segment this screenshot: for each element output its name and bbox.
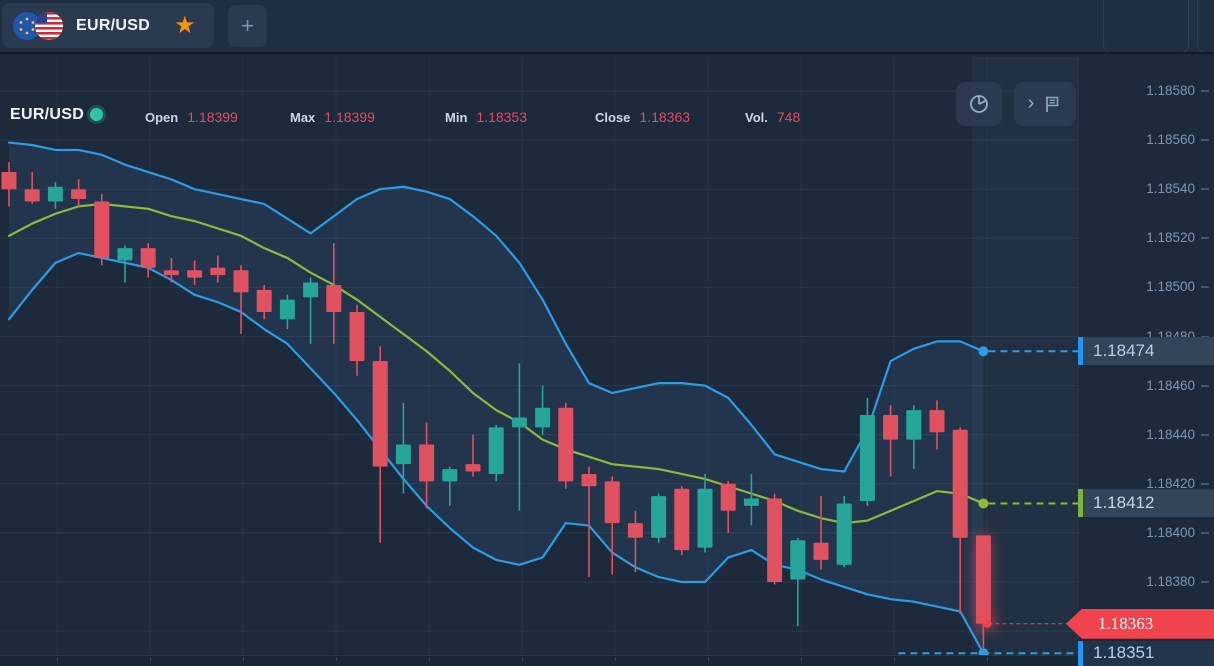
axis-tick: 1.18420: [1146, 475, 1195, 491]
axis-tick-dash: [1201, 384, 1209, 387]
axis-tick: 1.18520: [1146, 230, 1195, 246]
eu-flag-icon: [13, 11, 41, 40]
axis-tick-dash: [1201, 433, 1209, 436]
marker-bar: [1078, 640, 1083, 666]
currency-flags-icon: [12, 11, 66, 41]
stat-volume-label: Vol.: [745, 110, 768, 125]
us-flag-icon: [35, 11, 63, 40]
axis-tick-dash: [1201, 188, 1209, 191]
pair-tab-label: EUR/USD: [76, 16, 151, 34]
marker-band-low-value: 1.18351: [1093, 643, 1155, 663]
stat-max-value: 1.18399: [324, 109, 375, 125]
axis-tick-dash: [1201, 139, 1209, 142]
news-flag-icon: [1046, 96, 1059, 112]
time-tick: [150, 657, 151, 661]
axis-tick: 1.18400: [1146, 524, 1195, 540]
marker-bar: [1078, 489, 1083, 518]
chart-header: EUR/USD Open 1.18399 Max 1.18399 Min 1.1835…: [0, 100, 1078, 132]
axis-tick-dash: [1201, 90, 1209, 92]
pair-tab-eurusd[interactable]: EUR/USD ★: [2, 3, 214, 48]
time-tick: [57, 657, 58, 661]
marker-last-price: 1.18363: [1066, 608, 1214, 639]
stat-close: Close 1.18363: [595, 109, 690, 127]
axis-tick: 1.18380: [1146, 574, 1195, 589]
news-panel-button[interactable]: ›: [1014, 82, 1076, 126]
time-tick: [336, 657, 337, 661]
stat-max: Max 1.18399: [290, 109, 375, 127]
stat-min-value: 1.18353: [476, 109, 527, 125]
axis-tick: 1.18580: [1146, 83, 1195, 98]
stat-close-label: Close: [595, 110, 631, 125]
indicators-button[interactable]: [956, 82, 1002, 126]
marker-sma: 1.18412: [1078, 489, 1214, 518]
time-tick: [429, 657, 430, 661]
marker-bar: [1078, 337, 1083, 366]
time-tick: [522, 657, 523, 661]
live-status-dot: [90, 108, 103, 121]
axis-tick-dash: [1201, 531, 1209, 534]
stat-close-value: 1.18363: [639, 109, 691, 125]
marker-band-high-value: 1.18474: [1093, 341, 1155, 361]
stat-min: Min 1.18353: [445, 109, 527, 127]
time-tick: [801, 657, 802, 661]
toolbar-button-partial[interactable]: [1197, 0, 1214, 54]
marker-sma-value: 1.18412: [1093, 493, 1155, 513]
stat-open-value: 1.18399: [187, 109, 238, 125]
axis-tick: 1.18540: [1146, 181, 1195, 197]
axis-tick-dash: [1201, 286, 1209, 289]
stat-max-label: Max: [290, 110, 316, 125]
add-pair-button[interactable]: +: [228, 5, 267, 47]
toolbar-button-partial[interactable]: [1103, 0, 1189, 54]
time-axis[interactable]: [0, 655, 1214, 666]
time-tick: [615, 657, 616, 661]
time-tick: [243, 657, 244, 661]
stat-volume: Vol. 748: [745, 109, 800, 127]
axis-tick-dash: [1201, 335, 1209, 338]
axis-tick-dash: [1201, 482, 1209, 485]
axis-tick: 1.18440: [1146, 426, 1195, 442]
stat-open-label: Open: [145, 110, 179, 125]
top-bar: EUR/USD ★ +: [0, 0, 1214, 54]
time-tick: [708, 657, 709, 661]
favorite-star-icon[interactable]: ★: [174, 11, 196, 39]
pie-chart-icon: [970, 95, 988, 113]
plus-icon: +: [241, 13, 254, 38]
chevron-right-icon: ›: [1027, 92, 1035, 114]
stat-open: Open 1.18399: [145, 109, 238, 127]
marker-last-price-value: 1.18363: [1098, 613, 1154, 633]
stat-volume-value: 748: [776, 109, 801, 125]
marker-band-high: 1.18474: [1078, 337, 1214, 366]
axis-tick: 1.18460: [1146, 377, 1195, 393]
time-tick: [987, 657, 988, 661]
axis-tick-dash: [1201, 237, 1209, 240]
marker-band-low: 1.18351: [1078, 640, 1214, 666]
axis-tick-dash: [1201, 581, 1209, 583]
stat-min-label: Min: [445, 110, 468, 125]
time-tick: [894, 657, 895, 661]
axis-tick: 1.18560: [1146, 132, 1195, 148]
axis-tick: 1.18500: [1146, 279, 1195, 295]
chart-pair-title: EUR/USD: [10, 106, 85, 123]
